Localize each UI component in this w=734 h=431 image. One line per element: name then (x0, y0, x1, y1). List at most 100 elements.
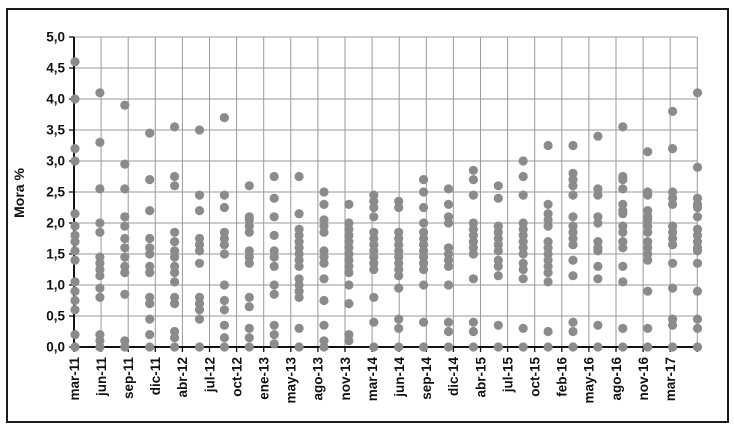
data-point (319, 295, 329, 306)
data-point (394, 283, 404, 293)
data-point (643, 323, 653, 333)
data-point (194, 258, 205, 268)
data-point (593, 274, 603, 284)
data-point (593, 320, 603, 330)
data-point (194, 305, 205, 315)
data-point (692, 323, 703, 333)
data-point (443, 184, 454, 194)
data-point (170, 252, 180, 262)
data-point (194, 125, 205, 135)
data-point (518, 249, 528, 259)
data-point (618, 227, 628, 237)
data-point (468, 190, 478, 200)
figure-border (6, 8, 729, 423)
data-point (120, 233, 130, 244)
data-point (668, 283, 678, 293)
data-point (493, 271, 503, 281)
data-point (443, 261, 454, 271)
data-point (344, 299, 354, 309)
y-tick-label: 4,5 (46, 61, 65, 76)
data-point (543, 268, 553, 278)
x-tick-label: ago-13 (311, 357, 326, 401)
data-point (568, 140, 578, 151)
data-point (543, 199, 553, 209)
y-tick-label: 2,5 (46, 185, 65, 200)
data-point (419, 342, 429, 352)
data-point (593, 246, 603, 256)
data-point (269, 171, 279, 182)
data-point (668, 320, 678, 330)
data-point (493, 246, 503, 256)
data-point (668, 106, 678, 116)
data-point (219, 240, 229, 250)
data-point (692, 258, 703, 268)
data-point (269, 212, 279, 222)
data-point (643, 286, 653, 296)
data-point (70, 237, 80, 247)
data-point (294, 171, 304, 182)
data-point (319, 342, 329, 352)
data-point (145, 206, 155, 216)
data-point (319, 258, 329, 268)
data-point (70, 94, 80, 104)
data-point (244, 181, 254, 191)
data-point (643, 147, 653, 157)
data-point (344, 280, 354, 290)
data-point (269, 330, 279, 340)
data-point (319, 320, 329, 330)
y-tick-label: 1,0 (46, 278, 65, 293)
x-tick-label: may-16 (582, 357, 597, 404)
y-tick-label: 5,0 (46, 30, 65, 45)
data-point (593, 131, 603, 141)
data-point (692, 246, 703, 256)
data-point (468, 249, 478, 259)
data-point (518, 264, 528, 275)
data-point (269, 280, 279, 290)
data-point (518, 342, 528, 352)
x-tick-label: ago-16 (609, 357, 624, 401)
data-point (369, 342, 379, 352)
data-point (443, 218, 454, 228)
data-point (668, 199, 678, 209)
data-point (170, 299, 180, 309)
data-point (668, 258, 678, 268)
data-point (668, 240, 678, 250)
data-point (319, 187, 329, 197)
data-point (244, 292, 254, 302)
data-point (269, 289, 279, 299)
data-point (70, 286, 80, 296)
data-point (95, 88, 105, 98)
data-point (170, 181, 180, 191)
data-point (692, 202, 703, 213)
data-point (618, 261, 628, 271)
y-tick-label: 0,0 (46, 340, 65, 355)
data-point (145, 314, 155, 324)
data-point (120, 221, 130, 231)
data-point (194, 190, 205, 200)
data-point (120, 243, 130, 253)
data-point (643, 227, 653, 237)
data-point (95, 342, 105, 352)
data-point (70, 57, 80, 67)
data-point (70, 255, 80, 265)
data-point (369, 292, 379, 302)
data-point (219, 113, 229, 123)
data-point (419, 317, 429, 327)
data-point (543, 221, 553, 231)
data-point (319, 274, 329, 284)
data-point (568, 181, 578, 191)
data-point (668, 342, 678, 352)
data-point (618, 243, 628, 253)
data-point (319, 227, 329, 237)
data-point (468, 165, 478, 175)
x-tick-label: dic-14 (446, 357, 461, 397)
data-point (394, 314, 404, 324)
data-point (419, 218, 429, 228)
data-point (70, 342, 80, 352)
data-point (493, 193, 503, 203)
data-point (145, 342, 155, 352)
data-point (145, 233, 155, 244)
data-point (543, 140, 553, 151)
data-point (170, 277, 180, 287)
